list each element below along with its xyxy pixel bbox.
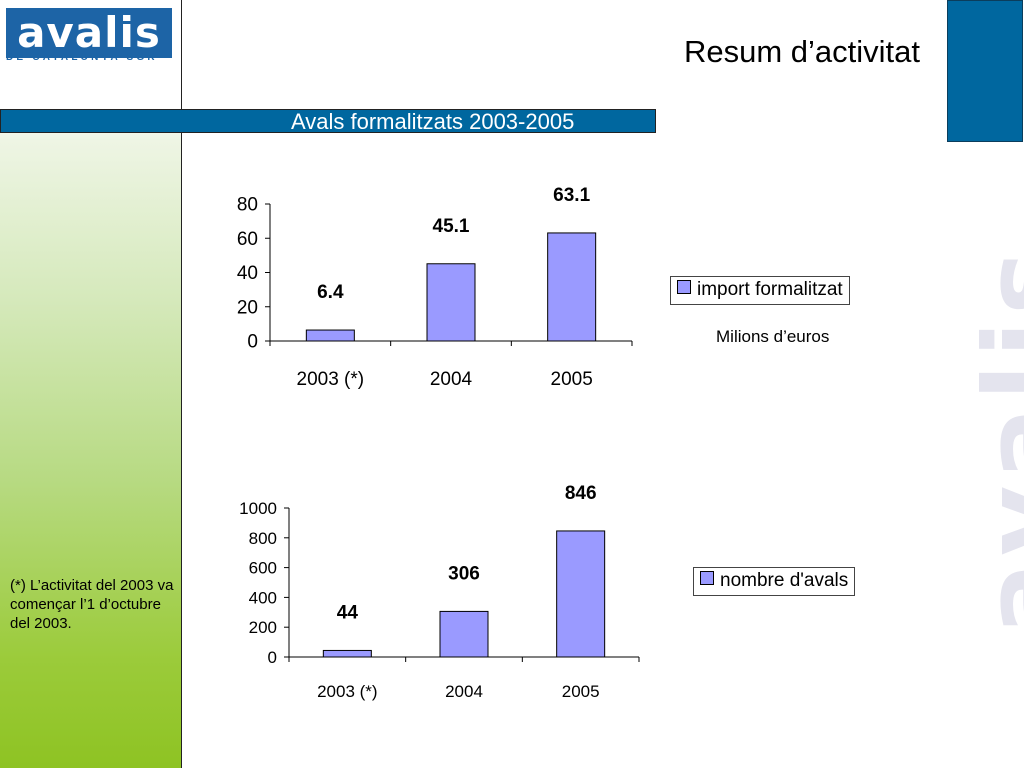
footnote: (*) L’activitat del 2003 va començar l’1… bbox=[10, 577, 174, 632]
corner-accent-box bbox=[947, 0, 1023, 142]
y-tick-label: 400 bbox=[249, 588, 277, 607]
section-title: Avals formalitzats 2003-2005 bbox=[291, 109, 575, 134]
data-label: 306 bbox=[448, 563, 480, 584]
y-tick-label: 0 bbox=[247, 332, 258, 353]
data-label: 6.4 bbox=[317, 282, 344, 303]
x-tick-label: 2005 bbox=[562, 682, 600, 701]
bar bbox=[322, 649, 372, 658]
bar bbox=[439, 610, 489, 658]
y-tick-label: 80 bbox=[237, 195, 258, 216]
x-tick-label: 2003 (*) bbox=[297, 369, 365, 390]
y-tick-label: 60 bbox=[237, 229, 258, 250]
y-tick-label: 20 bbox=[237, 297, 258, 318]
data-label: 45.1 bbox=[433, 216, 470, 237]
logo-wordmark: avalis bbox=[6, 8, 172, 58]
bar bbox=[426, 263, 476, 342]
y-tick-label: 40 bbox=[237, 263, 258, 284]
avalis-logo: avalis DE CATALUNYA SGR bbox=[0, 0, 181, 108]
unit-note: Milions d’euros bbox=[716, 327, 830, 346]
x-tick-label: 2004 bbox=[430, 369, 473, 390]
data-label: 63.1 bbox=[553, 185, 590, 206]
y-tick-label: 800 bbox=[249, 529, 277, 548]
legend-label-import: import formalitzat bbox=[697, 279, 843, 300]
y-tick-label: 1000 bbox=[239, 499, 277, 518]
legend-count: nombre d'avals bbox=[693, 567, 856, 596]
bar bbox=[547, 232, 597, 342]
x-tick-label: 2003 (*) bbox=[317, 682, 377, 701]
bar bbox=[556, 530, 606, 658]
data-label: 846 bbox=[565, 483, 597, 504]
y-tick-label: 200 bbox=[249, 618, 277, 637]
legend-swatch bbox=[700, 571, 714, 585]
legend-label-count: nombre d'avals bbox=[720, 570, 849, 591]
y-tick-label: 0 bbox=[268, 648, 277, 667]
bar bbox=[305, 329, 355, 342]
section-header-bar: Avals formalitzats 2003-2005 bbox=[0, 109, 656, 134]
x-tick-label: 2004 bbox=[445, 682, 483, 701]
logo-subtitle: DE CATALUNYA SGR bbox=[6, 52, 158, 63]
data-label: 44 bbox=[337, 602, 359, 623]
page-title: Resum d’activitat bbox=[683, 34, 920, 69]
legend-import: import formalitzat bbox=[670, 276, 850, 305]
x-tick-label: 2005 bbox=[551, 369, 593, 390]
y-tick-label: 600 bbox=[249, 559, 277, 578]
legend-swatch bbox=[677, 280, 691, 294]
